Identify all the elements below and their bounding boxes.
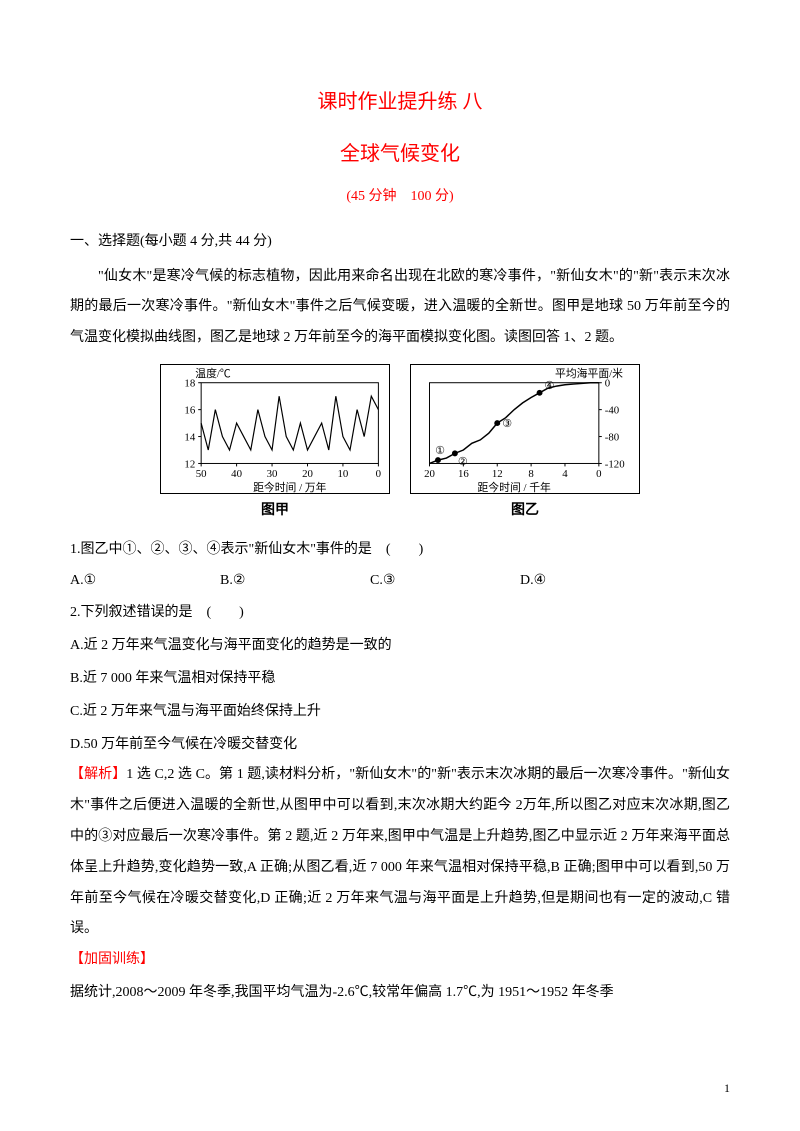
- figure-jia-caption: 图甲: [261, 496, 289, 527]
- chart-jia-svg: 12 14 16 18 50 40 30 20 10 0 温度/℃ 距今时间 / 万年: [160, 364, 390, 494]
- title-main: 课时作业提升练 八: [70, 80, 730, 124]
- analysis-label: 【解析】: [70, 767, 126, 782]
- svg-text:12: 12: [184, 458, 195, 470]
- svg-text:温度/℃: 温度/℃: [195, 366, 231, 380]
- svg-text:①: ①: [435, 445, 445, 457]
- q2-opt-c: C.近 2 万年来气温与海平面始终保持上升: [70, 697, 730, 728]
- svg-text:18: 18: [184, 378, 195, 390]
- svg-text:10: 10: [338, 468, 349, 480]
- svg-text:30: 30: [267, 468, 278, 480]
- intro-paragraph: "仙女木"是寒冷气候的标志植物，因此用来命名出现在北欧的寒冷事件，"新仙女木"的…: [70, 262, 730, 354]
- svg-text:-80: -80: [605, 431, 619, 443]
- svg-text:20: 20: [424, 468, 435, 480]
- title-sub: 全球气候变化: [70, 132, 730, 176]
- q1-opt-d: D.④: [520, 566, 546, 597]
- svg-text:20: 20: [302, 468, 313, 480]
- question-1: 1.图乙中①、②、③、④表示"新仙女木"事件的是 ( ): [70, 535, 730, 566]
- svg-text:16: 16: [184, 405, 195, 417]
- svg-text:②: ②: [458, 456, 468, 468]
- figure-container: 1214161850403020100温度/℃距今时间 / 万年 图甲 -120…: [70, 364, 730, 527]
- training-text: 据统计,2008～2009 年冬季,我国平均气温为-2.6℃,较常年偏高 1.7…: [70, 978, 730, 1009]
- svg-text:8: 8: [528, 468, 533, 480]
- analysis-body: 1 选 C,2 选 C。第 1 题,读材料分析，"新仙女木"的"新"表示末次冰期…: [70, 767, 730, 936]
- svg-text:-120: -120: [605, 458, 625, 470]
- svg-text:4: 4: [562, 468, 568, 480]
- figure-yi-caption: 图乙: [511, 496, 539, 527]
- svg-text:平均海平面/米: 平均海平面/米: [555, 366, 623, 380]
- figure-jia: 12 14 16 18 50 40 30 20 10 0 温度/℃ 距今时间 / 万年 图甲: [160, 364, 390, 527]
- analysis: 【解析】1 选 C,2 选 C。第 1 题,读材料分析，"新仙女木"的"新"表示…: [70, 760, 730, 945]
- page-number: 1: [724, 1075, 730, 1101]
- svg-text:④: ④: [545, 380, 555, 392]
- q2-opt-a: A.近 2 万年来气温变化与海平面变化的趋势是一致的: [70, 631, 730, 662]
- svg-text:距今时间 / 千年: 距今时间 / 千年: [477, 480, 551, 494]
- svg-text:14: 14: [184, 431, 195, 443]
- svg-text:-40: -40: [605, 405, 619, 417]
- training-label: 【加固训练】: [70, 945, 730, 976]
- q1-opt-c: C.③: [370, 566, 520, 597]
- question-2: 2.下列叙述错误的是 ( ): [70, 598, 730, 629]
- q1-opt-b: B.②: [220, 566, 370, 597]
- title-time: (45 分钟 100 分): [70, 182, 730, 213]
- svg-text:③: ③: [502, 418, 512, 430]
- svg-text:12: 12: [492, 468, 503, 480]
- q2-opt-d: D.50 万年前至今气候在冷暖交替变化: [70, 730, 730, 761]
- svg-text:0: 0: [596, 468, 601, 480]
- svg-text:0: 0: [376, 468, 381, 480]
- section-heading: 一、选择题(每小题 4 分,共 44 分): [70, 227, 730, 258]
- svg-text:40: 40: [231, 468, 242, 480]
- q1-opt-a: A.①: [70, 566, 220, 597]
- svg-text:16: 16: [458, 468, 469, 480]
- svg-text:50: 50: [196, 468, 207, 480]
- figure-yi: -120-80-400201612840①②③④平均海平面/米距今时间 / 千年…: [410, 364, 640, 527]
- svg-text:距今时间 / 万年: 距今时间 / 万年: [253, 480, 327, 494]
- chart-yi-svg: -120-80-400201612840①②③④平均海平面/米距今时间 / 千年: [410, 364, 640, 494]
- question-1-options: A.① B.② C.③ D.④: [70, 566, 730, 597]
- q2-opt-b: B.近 7 000 年来气温相对保持平稳: [70, 664, 730, 695]
